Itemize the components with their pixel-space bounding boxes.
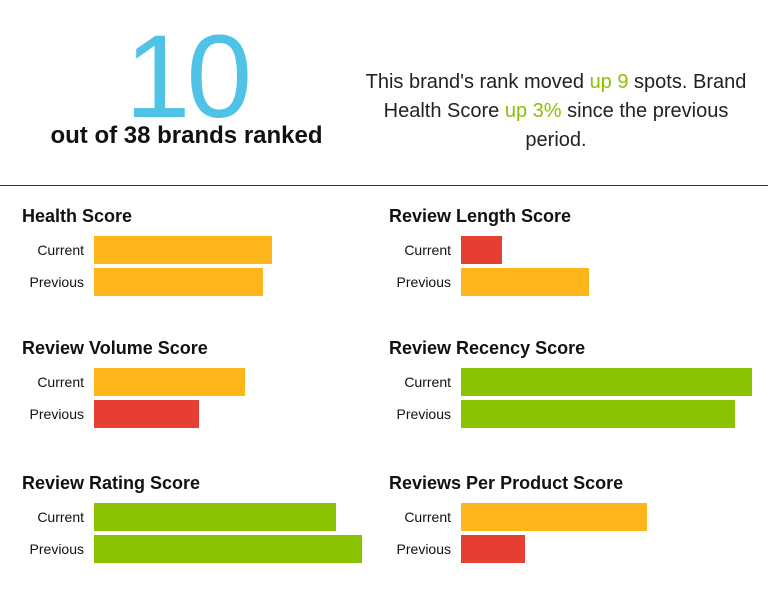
score-bar-row: Current — [22, 503, 392, 535]
rank-summary: This brand's rank moved up 9 spots. Bran… — [360, 68, 752, 155]
score-panel: Reviews Per Product Score Current Previous — [389, 471, 759, 567]
bar-category-label: Current — [37, 242, 84, 258]
rank-caption: out of 38 brands ranked — [50, 122, 323, 149]
score-bar — [94, 503, 336, 531]
score-panel: Review Volume Score Current Previous — [22, 336, 392, 432]
score-bar-row: Current — [389, 368, 759, 400]
score-bar-row: Previous — [389, 400, 759, 432]
score-panel: Review Rating Score Current Previous — [22, 471, 392, 567]
bar-category-label: Current — [404, 242, 451, 258]
score-panel: Review Length Score Current Previous — [389, 204, 759, 300]
bar-category-label: Current — [37, 509, 84, 525]
score-panel: Review Recency Score Current Previous — [389, 336, 759, 432]
score-bar — [461, 400, 735, 428]
summary-text-2: spots. Brand Health Score — [383, 71, 747, 122]
score-bar-row: Previous — [22, 400, 392, 432]
score-bar-row: Previous — [22, 268, 392, 300]
score-bar-row: Previous — [22, 535, 392, 567]
score-panel: Health Score Current Previous — [22, 204, 392, 300]
score-bar — [461, 368, 752, 396]
score-panel-title: Review Rating Score — [22, 473, 201, 493]
score-bar — [94, 535, 362, 563]
score-bar-row: Current — [389, 236, 759, 268]
score-bar-row: Previous — [389, 535, 759, 567]
bar-category-label: Previous — [29, 541, 84, 557]
health-change-highlight: up 3% — [504, 100, 562, 122]
bar-category-label: Previous — [396, 541, 451, 557]
score-bar-row: Current — [22, 368, 392, 400]
bar-category-label: Current — [404, 374, 451, 390]
score-panel-title: Review Recency Score — [389, 338, 586, 358]
bar-category-label: Previous — [29, 274, 84, 290]
bar-category-label: Current — [37, 374, 84, 390]
score-bar — [461, 535, 525, 563]
score-bar — [94, 368, 245, 396]
score-bar — [94, 268, 263, 296]
section-divider — [0, 185, 768, 186]
score-panel-title: Review Length Score — [389, 206, 572, 226]
bar-category-label: Current — [404, 509, 451, 525]
bar-category-label: Previous — [29, 406, 84, 422]
score-bar — [461, 268, 589, 296]
score-bar — [461, 503, 647, 531]
rank-change-highlight: up 9 — [589, 71, 629, 93]
score-bar — [461, 236, 502, 264]
score-panel-title: Review Volume Score — [22, 338, 208, 358]
bar-category-label: Previous — [396, 274, 451, 290]
summary-text-3: since the previous period. — [525, 100, 729, 151]
score-panel-title: Health Score — [22, 206, 133, 226]
score-bar — [94, 236, 272, 264]
rank-number: 10 — [124, 11, 252, 143]
summary-text-1: This brand's rank moved — [365, 71, 590, 93]
score-bar-row: Current — [22, 236, 392, 268]
score-panel-title: Reviews Per Product Score — [389, 473, 624, 493]
score-bar — [94, 400, 199, 428]
score-bar-row: Current — [389, 503, 759, 535]
bar-category-label: Previous — [396, 406, 451, 422]
score-bar-row: Previous — [389, 268, 759, 300]
